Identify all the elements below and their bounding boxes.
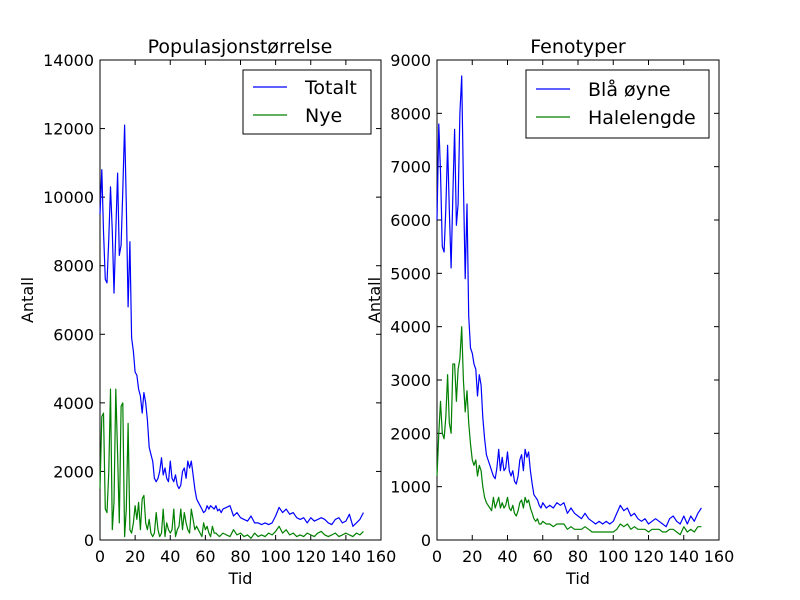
- y-tick-label: 10000: [43, 188, 94, 207]
- x-tick-label: 120: [633, 547, 664, 566]
- y-tick-label: 0: [84, 531, 94, 550]
- x-tick-label: 60: [195, 547, 215, 566]
- x-tick-label: 0: [95, 547, 105, 566]
- legend-box: [525, 69, 710, 139]
- x-tick-label: 120: [295, 547, 326, 566]
- x-tick-label: 40: [160, 547, 180, 566]
- x-tick-label: 80: [230, 547, 250, 566]
- y-tick-label: 9000: [390, 51, 431, 70]
- y-tick-label: 2000: [390, 424, 431, 443]
- x-tick-label: 160: [704, 547, 735, 566]
- x-tick-label: 20: [125, 547, 145, 566]
- y-tick-label: 1000: [390, 478, 431, 497]
- y-tick-label: 6000: [53, 325, 94, 344]
- series-line-blå-øyne: [436, 75, 702, 528]
- y-tick-label: 5000: [390, 264, 431, 283]
- chart-title: Fenotyper: [530, 36, 626, 58]
- x-tick-label: 80: [568, 547, 588, 566]
- y-axis-label: Antall: [18, 277, 37, 323]
- chart-populasjon: 0 20 40 60 80 100 120 140 160 0 2000 4000 6000 8000 10…: [18, 36, 396, 588]
- x-axis-label: Tid: [228, 569, 253, 588]
- chart-fenotyper: 0 20 40 60 80 100 120 140 160 0 1000 2000 3000 4000 50…: [365, 36, 734, 588]
- y-tick-label: 3000: [390, 371, 431, 390]
- x-tick-label: 100: [260, 547, 291, 566]
- x-tick-label: 140: [331, 547, 362, 566]
- series-line-halelengde: [436, 326, 702, 536]
- chart-title: Populasjonstørrelse: [148, 36, 333, 58]
- y-tick-label: 0: [421, 531, 431, 550]
- legend-label: Nye: [305, 105, 342, 127]
- legend-box: [242, 69, 372, 135]
- y-tick-label: 8000: [53, 257, 94, 276]
- x-axis-label: Tid: [565, 569, 590, 588]
- y-axis-label: Antall: [365, 277, 384, 323]
- y-tick-label: 6000: [390, 211, 431, 230]
- y-tick-label: 12000: [43, 120, 94, 139]
- x-tick-label: 40: [497, 547, 517, 566]
- plot-area: [99, 59, 382, 541]
- series-line-nye: [99, 388, 364, 539]
- y-tick-label: 7000: [390, 158, 431, 177]
- legend: Blå øyne Halelengde: [525, 69, 710, 139]
- legend-label: Halelengde: [588, 107, 696, 129]
- x-tick-label: 60: [533, 547, 553, 566]
- x-tick-label: 160: [366, 547, 397, 566]
- x-tick-label: 20: [462, 547, 482, 566]
- y-tick-label: 14000: [43, 51, 94, 70]
- y-tick-label: 4000: [390, 318, 431, 337]
- x-tick-label: 100: [598, 547, 629, 566]
- y-tick-label: 2000: [53, 462, 94, 481]
- x-tick-label: 0: [432, 547, 442, 566]
- y-tick-label: 4000: [53, 394, 94, 413]
- x-tick-label: 140: [668, 547, 699, 566]
- legend: Totalt Nye: [242, 69, 372, 135]
- legend-label: Totalt: [304, 77, 357, 99]
- y-tick-label: 8000: [390, 104, 431, 123]
- legend-label: Blå øyne: [588, 78, 671, 101]
- series-line-totalt: [99, 124, 364, 527]
